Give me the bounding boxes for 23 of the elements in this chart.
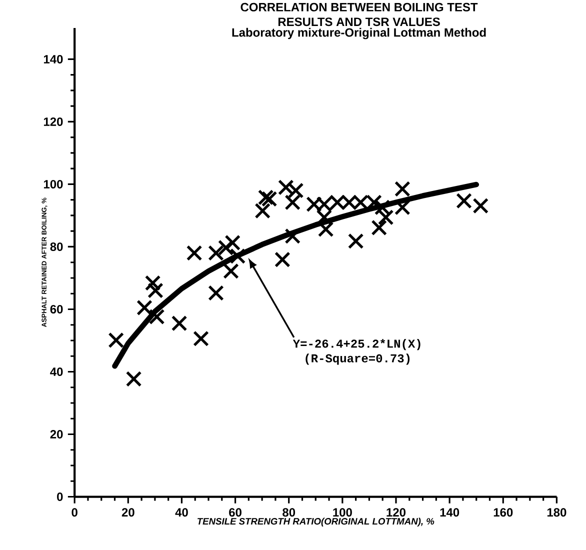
x-axis-title: TENSILE STRENGTH RATIO(ORIGINAL LOTTMAN), % xyxy=(198,518,434,526)
x-tick-label: 0 xyxy=(72,508,78,517)
y-tick-label: 80 xyxy=(50,242,63,251)
annotation: (R-Square=0.73) xyxy=(306,354,410,365)
x-tick-label: 100 xyxy=(333,508,352,517)
x-tick-label: 60 xyxy=(229,508,242,517)
y-tick-label: 120 xyxy=(44,117,63,126)
x-tick-label: 180 xyxy=(547,508,566,517)
x-tick-label: 40 xyxy=(175,508,188,517)
x-tick-label: 80 xyxy=(282,508,296,517)
y-tick-label: 100 xyxy=(44,180,63,188)
y-tick-label: 20 xyxy=(50,430,63,438)
annotation: Y=-26.4+25.2*LN(X) xyxy=(292,338,420,350)
y-tick-label: 0 xyxy=(57,492,63,501)
y-tick-label: 140 xyxy=(44,54,63,64)
y-tick-label: 40 xyxy=(50,367,63,376)
x-tick-label: 140 xyxy=(440,508,460,517)
x-tick-label: 120 xyxy=(386,508,406,517)
chart-subtitle: Laboratory mixture-Original Lottman Method xyxy=(232,28,486,40)
x-tick-label: 160 xyxy=(494,508,513,517)
chart-title: CORRELATION BETWEEN BOILING TEST RESULTS AND TSR VALUES xyxy=(240,2,478,26)
y-tick-label: 60 xyxy=(50,304,63,314)
x-tick-label: 20 xyxy=(122,508,134,517)
